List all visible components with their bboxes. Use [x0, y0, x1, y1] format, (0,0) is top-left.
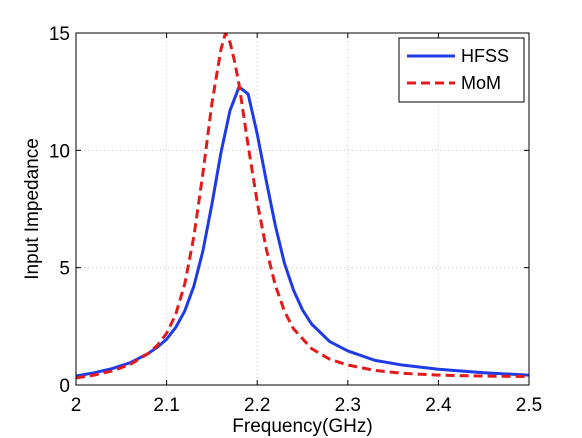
x-tick-label: 2.3 [335, 395, 361, 416]
series-layer [76, 33, 529, 380]
x-tick-label: 2.2 [244, 395, 270, 416]
ticks: 2 2.1 2.2 2.3 2.4 2.5 0 5 10 15 [49, 24, 542, 416]
x-tick-label: 2.5 [516, 395, 542, 416]
legend-label-mom: MoM [461, 73, 501, 93]
x-axis-label: Frequency(GHz) [232, 416, 372, 437]
y-tick-label: 15 [49, 24, 70, 45]
y-axis-label: Input Impedance [22, 138, 43, 280]
x-tick-label: 2.1 [153, 395, 179, 416]
series-line-mom [76, 33, 529, 380]
legend: HFSS MoM [398, 37, 525, 103]
y-tick-label: 10 [49, 141, 70, 162]
y-tick-label: 0 [59, 376, 70, 397]
y-tick-label: 5 [59, 259, 70, 280]
plot-frame [75, 32, 530, 386]
legend-label-hfss: HFSS [461, 46, 509, 66]
x-tick-label: 2.4 [425, 395, 452, 416]
legend-box [398, 37, 525, 103]
x-tick-label: 2 [71, 395, 82, 416]
